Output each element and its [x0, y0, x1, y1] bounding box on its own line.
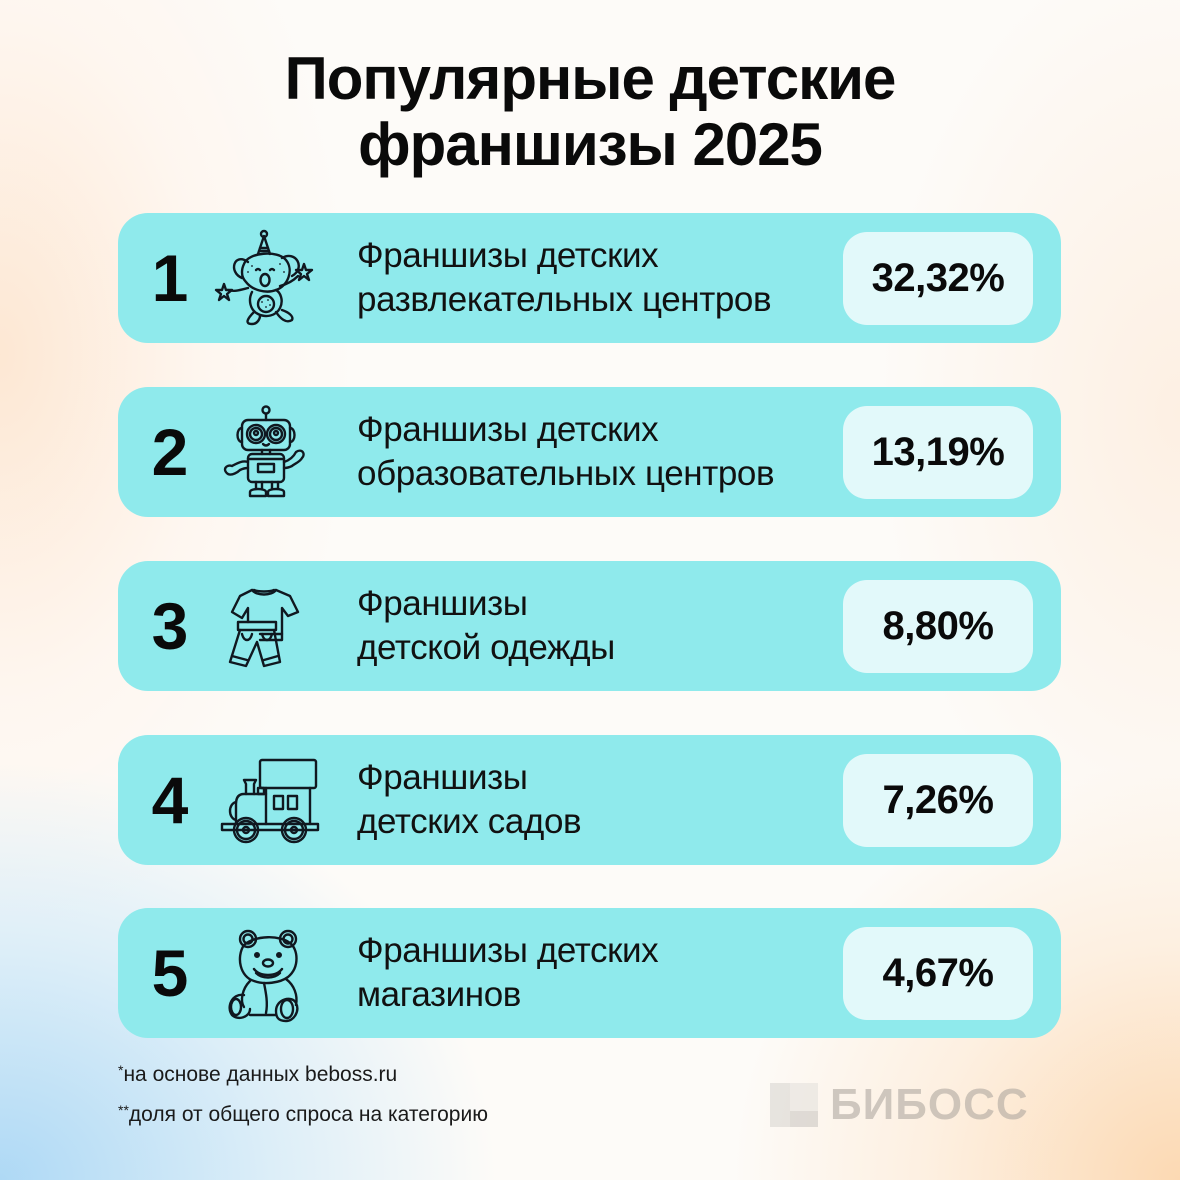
category-label: Франшизы детской одежды [357, 561, 615, 691]
ranking-card-5: 5 [118, 908, 1061, 1038]
toy-train-icon [214, 750, 320, 850]
rank-number: 2 [151, 415, 189, 489]
logo-mark-icon [770, 1083, 818, 1127]
category-label: Франшизы детских магазинов [357, 908, 659, 1038]
category-label: Франшизы детских развлекательных центров [357, 213, 772, 343]
title-line-2: франшизы 2025 [358, 111, 823, 178]
share-badge: 8,80% [843, 580, 1033, 673]
footnote-text: на основе данных beboss.ru [123, 1063, 398, 1086]
category-label-line-2: детской одежды [357, 628, 615, 667]
brand-logo: БИБОСС [770, 1080, 1029, 1130]
kids-clothes-icon [214, 576, 320, 676]
rank-number: 1 [151, 241, 189, 315]
footnote-mark: * [118, 1062, 124, 1078]
ranking-card-3: 3 Франшизы [118, 561, 1061, 691]
ranking-card-1: 1 [118, 213, 1061, 343]
title-line-1: Популярные детские [284, 45, 897, 112]
category-label-line-2: детских садов [357, 802, 582, 841]
footnote-source: *на основе данных beboss.ru [118, 1056, 488, 1096]
page-title: Популярные детские франшизы 2025 [0, 46, 1180, 178]
category-label-line-1: Франшизы [357, 584, 528, 623]
category-label-line-2: развлекательных центров [357, 280, 772, 319]
category-label: Франшизы детских садов [357, 735, 582, 865]
category-label-line-2: магазинов [357, 975, 521, 1014]
footnote-definition: **доля от общего спроса на категорию [118, 1096, 488, 1136]
category-label-line-1: Франшизы детских [357, 236, 659, 275]
rank-number: 3 [151, 589, 189, 663]
share-badge: 7,26% [843, 754, 1033, 847]
category-label-line-1: Франшизы [357, 758, 528, 797]
rank-number: 4 [151, 763, 189, 837]
category-label-line-1: Франшизы детских [357, 410, 659, 449]
share-badge: 4,67% [843, 927, 1033, 1020]
footnote-mark: ** [118, 1102, 129, 1118]
koala-party-icon [214, 228, 320, 328]
logo-text: БИБОСС [830, 1080, 1029, 1129]
robot-icon [214, 402, 320, 502]
footnote-text: доля от общего спроса на категорию [128, 1103, 488, 1126]
category-label-line-2: образовательных центров [357, 454, 775, 493]
share-badge: 13,19% [843, 406, 1033, 499]
category-label-line-1: Франшизы детских [357, 931, 659, 970]
footnotes: *на основе данных beboss.ru **доля от об… [118, 1056, 488, 1136]
teddy-bear-icon [214, 923, 320, 1023]
category-label: Франшизы детских образовательных центров [357, 387, 775, 517]
ranking-card-2: 2 [118, 387, 1061, 517]
share-badge: 32,32% [843, 232, 1033, 325]
ranking-card-4: 4 Франшизы детских с [118, 735, 1061, 865]
rank-number: 5 [151, 936, 189, 1010]
